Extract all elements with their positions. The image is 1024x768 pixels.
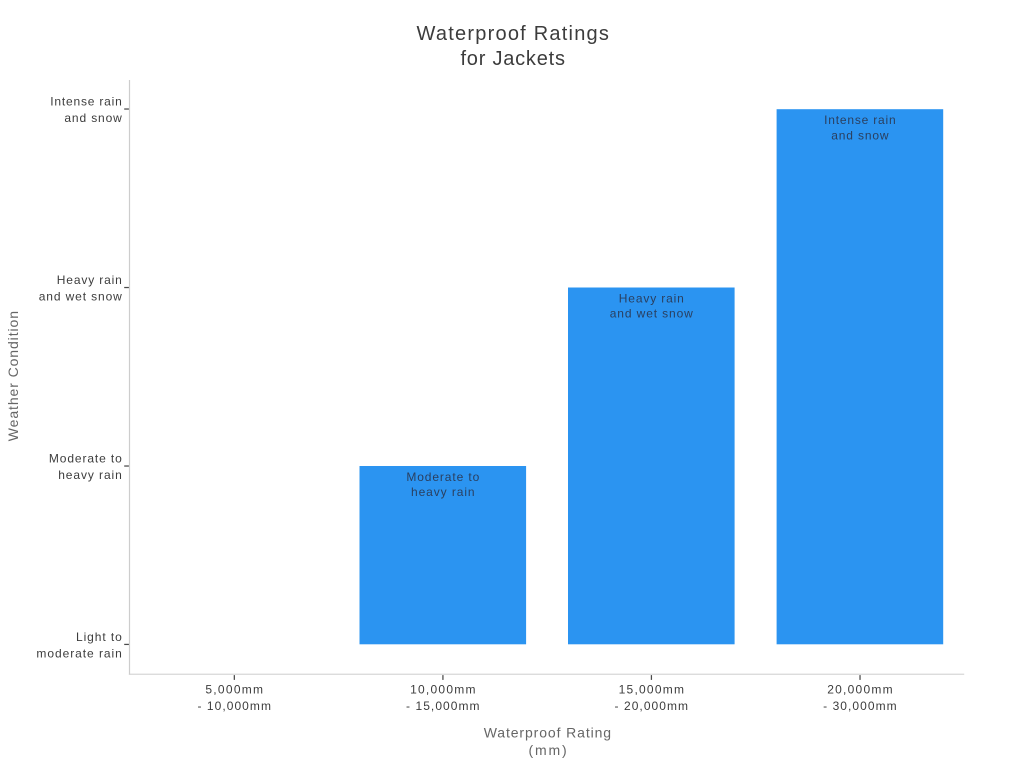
svg-text:and snow: and snow	[831, 128, 889, 142]
svg-text:- 20,000mm: - 20,000mm	[615, 699, 689, 713]
svg-text:- 30,000mm: - 30,000mm	[823, 699, 897, 713]
svg-text:Moderate to: Moderate to	[406, 470, 479, 484]
svg-text:- 15,000mm: - 15,000mm	[406, 699, 480, 713]
svg-text:5,000mm: 5,000mm	[205, 683, 263, 697]
svg-text:10,000mm: 10,000mm	[410, 683, 475, 697]
svg-text:15,000mm: 15,000mm	[619, 683, 684, 697]
svg-text:Light to: Light to	[76, 630, 122, 644]
svg-text:heavy rain: heavy rain	[411, 485, 475, 499]
svg-text:Intense rain: Intense rain	[50, 95, 122, 109]
svg-text:Weather Condition: Weather Condition	[5, 311, 21, 441]
svg-text:Moderate to: Moderate to	[49, 452, 122, 466]
svg-text:Waterproof Rating: Waterproof Rating	[484, 725, 611, 741]
svg-text:(mm): (mm)	[529, 742, 567, 758]
svg-text:Waterproof Ratings: Waterproof Ratings	[417, 23, 609, 45]
svg-text:Heavy rain: Heavy rain	[619, 291, 684, 305]
svg-text:- 10,000mm: - 10,000mm	[197, 699, 271, 713]
svg-text:for Jackets: for Jackets	[460, 48, 565, 70]
svg-text:and wet snow: and wet snow	[39, 290, 122, 304]
svg-text:heavy rain: heavy rain	[58, 468, 122, 482]
svg-text:and wet snow: and wet snow	[610, 307, 693, 321]
svg-text:moderate rain: moderate rain	[36, 646, 121, 660]
svg-text:and snow: and snow	[64, 111, 122, 125]
svg-text:20,000mm: 20,000mm	[827, 683, 892, 697]
svg-text:Heavy rain: Heavy rain	[57, 273, 122, 287]
svg-text:Intense rain: Intense rain	[824, 113, 896, 127]
